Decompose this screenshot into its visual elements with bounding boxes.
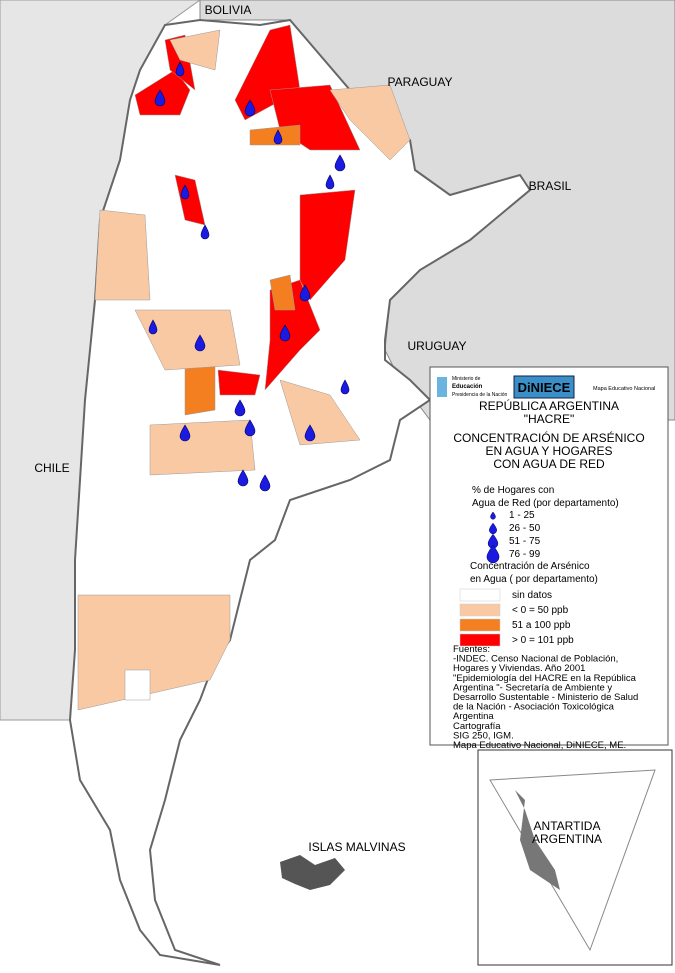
- inset-label: ARGENTINA: [532, 832, 602, 846]
- peninsula: [515, 790, 560, 890]
- country-label: BOLIVIA: [205, 3, 252, 17]
- legend-title: REPÚBLICA ARGENTINA: [479, 398, 619, 413]
- source-line: "Epidemiología del HACRE en la República: [453, 673, 637, 684]
- legend-item: < 0 = 50 ppb: [512, 605, 569, 616]
- drop-symbol: [490, 511, 496, 520]
- country-label: URUGUAY: [407, 339, 466, 353]
- logo-text: DiNIECE: [518, 380, 571, 395]
- legend-swatch: [459, 588, 501, 602]
- source-line: Argentina "- Secretaría de Ambiente y: [453, 682, 612, 693]
- logo-text: Presidencia de la Nación: [452, 392, 508, 398]
- legend-content: REPÚBLICA ARGENTINA"HACRE" CONCENTRACIÓN …: [453, 398, 645, 751]
- legend-title: EN AGUA Y HOGARES: [486, 444, 613, 458]
- source-line: Desarrollo Sustentable - Ministerio de S…: [453, 692, 638, 703]
- source-line: Fuentes:: [453, 644, 490, 655]
- antarctic-inset: ANTARTIDA ARGENTINA: [477, 749, 673, 966]
- legend: Ministerio de Educación Presidencia de l…: [429, 366, 669, 751]
- legend-heading: Agua de Red (por departamento): [472, 498, 619, 509]
- legend-item: 26 - 50: [509, 523, 541, 534]
- drop-symbol: [486, 544, 500, 564]
- legend-item: 1 - 25: [509, 510, 535, 521]
- legend-swatch: [459, 633, 501, 647]
- legend-heading: en Agua ( por departamento): [470, 574, 598, 585]
- legend-item: 51 a 100 ppb: [512, 620, 571, 631]
- country-label: BRASIL: [529, 179, 572, 193]
- legend-item: 76 - 99: [509, 549, 541, 560]
- drops: [148, 61, 350, 492]
- logo-text: Educación: [452, 384, 483, 390]
- country-label: ISLAS MALVINAS: [308, 840, 405, 854]
- legend-swatch: [459, 618, 501, 632]
- legend-frame: [429, 366, 669, 746]
- country-label: PARAGUAY: [388, 75, 453, 89]
- inset-label: ANTARTIDA: [534, 819, 601, 833]
- legend-heading: Concentración de Arsénico: [470, 561, 590, 572]
- logo-text: Ministerio de: [452, 376, 481, 382]
- legend-title: CONCENTRACIÓN DE ARSÉNICO: [453, 430, 644, 445]
- logo-text: Mapa Educativo Nacional: [593, 386, 655, 392]
- source-line: Argentina: [453, 711, 494, 722]
- source-line: Hogares y Viviendas. Año 2001: [453, 663, 585, 674]
- legend-swatch: [459, 603, 501, 617]
- inset-frame: [477, 749, 673, 966]
- legend-title: "HACRE": [524, 412, 575, 426]
- legend-item: 51 - 75: [509, 536, 541, 547]
- diniece-logo: [513, 375, 575, 399]
- country-label: CHILE: [34, 461, 69, 475]
- malvinas-islands: [280, 855, 345, 890]
- source-line: de la Nación - Asociación Toxicológica: [453, 702, 615, 713]
- legend-title: CON AGUA DE RED: [493, 457, 605, 471]
- source-line: -INDEC. Censo Nacional de Población,: [453, 654, 618, 665]
- flag-logo: [437, 377, 447, 397]
- legend-item: sin datos: [512, 590, 552, 601]
- legend-item: > 0 = 101 ppb: [512, 635, 574, 646]
- source-line: Cartografía: [453, 721, 501, 732]
- source-line: SIG 250, IGM.: [453, 730, 514, 741]
- source-line: Mapa Educativo Nacional, DiNIECE, ME.: [453, 740, 626, 751]
- legend-heading: % de Hogares con: [472, 485, 554, 496]
- argentina: [68, 18, 532, 966]
